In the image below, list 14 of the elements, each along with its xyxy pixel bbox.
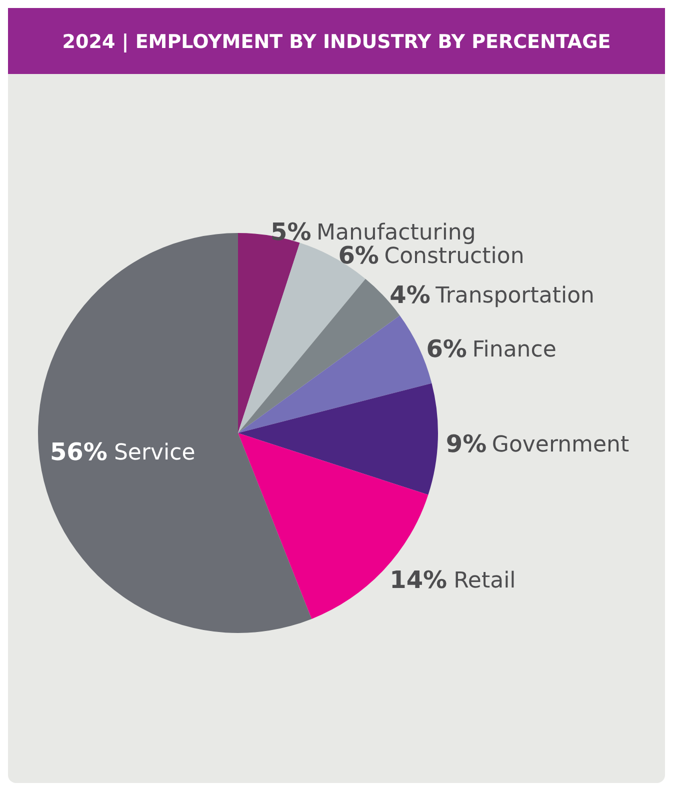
slice-label: Government xyxy=(492,432,630,458)
slice-label: Retail xyxy=(454,568,516,594)
slice-label: Construction xyxy=(384,244,524,269)
data-label: 56% xyxy=(50,438,108,466)
slice-label: Transportation xyxy=(434,284,594,309)
pie-slice xyxy=(238,383,438,495)
data-label: 14% xyxy=(390,566,448,594)
chart-title: 2024 | EMPLOYMENT BY INDUSTRY BY PERCENTAGE xyxy=(62,31,611,53)
data-label: 5% xyxy=(270,218,312,246)
data-label: 4% xyxy=(390,281,430,310)
slice-label: Finance xyxy=(472,337,556,362)
data-label: 9% xyxy=(446,430,487,458)
data-label: 6% xyxy=(426,335,467,363)
slice-label: Service xyxy=(114,440,196,466)
